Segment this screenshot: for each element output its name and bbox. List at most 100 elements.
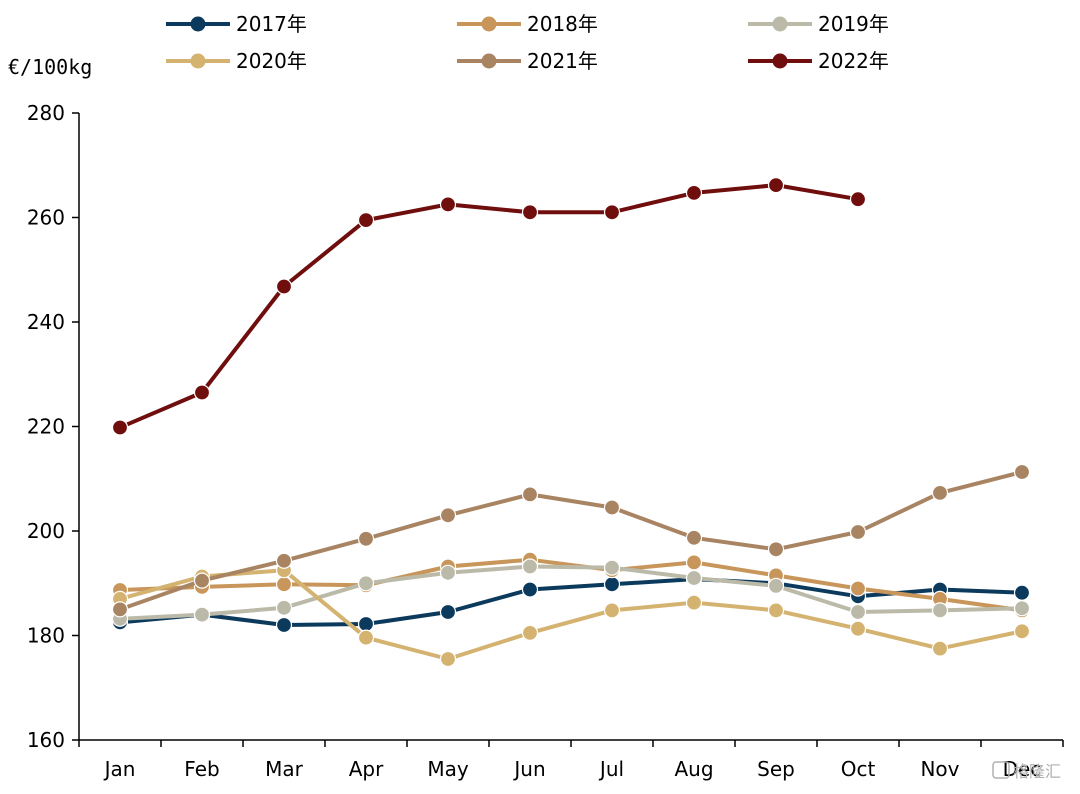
legend-label: 2019年 [818,12,889,36]
data-point [1013,584,1031,601]
series-line [119,470,1023,612]
data-point [439,564,457,581]
data-point [849,523,867,541]
y-tick-label: 200 [27,519,65,543]
data-point [275,616,293,634]
data-point [111,419,129,436]
x-tick-label: Feb [184,757,219,781]
y-tick-label: 240 [27,310,65,334]
x-tick-label: Jan [103,757,136,781]
data-point [767,541,785,558]
watermark: 格隆汇 [992,761,1061,781]
watermark-text: 格隆汇 [1013,762,1061,781]
data-point [931,640,949,657]
data-point [275,576,293,593]
y-tick-label: 260 [27,206,65,230]
data-point [603,499,621,516]
data-point [685,184,703,201]
x-tick-label: Mar [265,757,304,781]
y-tick-label: 180 [27,624,65,648]
data-point [357,629,375,646]
data-point [849,580,867,597]
data-point [357,615,375,633]
x-tick-label: Apr [349,757,384,781]
legend-marker [190,16,206,32]
legend-marker [481,53,497,69]
legend-marker [772,53,788,69]
data-point [931,484,949,501]
series-line [119,557,1023,613]
legend-label: 2018年 [527,12,598,36]
data-point [603,204,621,221]
data-point [1013,623,1031,640]
watermark-logo-icon [992,761,1010,779]
data-point [275,599,293,616]
data-point [439,507,457,524]
data-point [521,624,539,642]
series-6 [111,177,867,436]
series-3 [111,558,1031,627]
axes: 160 180 200 220 240 260 280 Jan Feb Mar Apr May Jun J… [27,101,1064,781]
data-point [767,177,785,194]
legend-label: 2017年 [236,12,307,36]
data-point [685,594,703,611]
legend: 2017年 2018年 2019年 2020年 2021年 2022年 [166,12,889,73]
data-point [439,650,457,668]
data-point [275,278,293,295]
x-tick-label: Sep [757,757,795,781]
data-point [357,575,375,592]
data-point [767,577,785,595]
data-point [521,486,539,503]
legend-marker [772,16,788,32]
legend-label: 2021年 [527,49,598,73]
series-5 [111,463,1031,618]
data-point [193,384,211,401]
legend-entry: 2018年 [457,12,598,36]
x-tick-label: May [427,757,469,781]
legend-marker [190,53,206,69]
series-layer [111,177,1031,668]
data-point [111,601,129,618]
series-line [119,568,1023,661]
data-point [1013,463,1031,481]
data-point [193,572,211,589]
data-point [521,204,539,221]
data-point [1013,600,1031,617]
data-point [767,602,785,619]
legend-entry: 2021年 [457,49,598,73]
legend-label: 2022年 [818,49,889,73]
x-tick-label: Aug [674,757,713,781]
legend-entry: 2020年 [166,49,307,73]
data-point [685,529,703,546]
data-point [849,603,867,621]
data-point [439,196,457,213]
x-tick-label: Jul [598,757,624,781]
data-point [603,559,621,576]
data-point [603,576,621,593]
data-point [603,602,621,619]
y-axis-unit-label: €/100kg [8,55,92,79]
x-tick-label: Nov [920,757,959,781]
series-line [119,564,1023,621]
data-point [357,530,375,547]
data-point [685,554,703,571]
data-point [439,603,457,621]
series-4 [111,562,1031,668]
y-tick-label: 160 [27,728,65,752]
legend-entry: 2022年 [748,49,889,73]
data-point [193,606,211,623]
x-tick-label: Oct [841,757,876,781]
y-tick-label: 220 [27,415,65,439]
series-line [119,183,859,430]
x-tick-label: Jun [512,757,545,781]
legend-label: 2020年 [236,49,307,73]
data-point [849,191,867,208]
legend-entry: 2017年 [166,12,307,36]
data-point [685,569,703,587]
data-point [357,212,375,229]
data-point [521,558,539,575]
data-point [849,620,867,637]
legend-marker [481,16,497,32]
data-point [931,602,949,619]
